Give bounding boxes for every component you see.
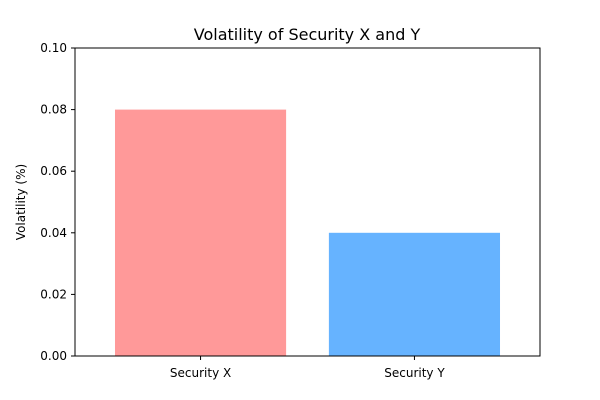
bar-security-x	[114, 109, 287, 356]
x-axis-ticks: Security X Security Y	[170, 356, 445, 380]
y-tick-label: 0.06	[40, 164, 67, 178]
y-axis-label: Volatility (%)	[14, 164, 28, 240]
bar-security-y	[328, 232, 501, 356]
plot-frame	[74, 47, 541, 357]
y-tick-label: 0.00	[40, 349, 67, 363]
y-tick-label: 0.02	[40, 287, 67, 301]
bars-group	[114, 109, 501, 356]
y-tick-label: 0.04	[40, 226, 67, 240]
x-tick-label: Security X	[170, 366, 231, 380]
x-tick-label: Security Y	[384, 366, 445, 380]
chart-title: Volatility of Security X and Y	[194, 25, 421, 44]
y-tick-label: 0.08	[40, 103, 67, 117]
y-axis-ticks: 0.00 0.02 0.04 0.06 0.08 0.10	[40, 41, 75, 363]
y-tick-label: 0.10	[40, 41, 67, 55]
